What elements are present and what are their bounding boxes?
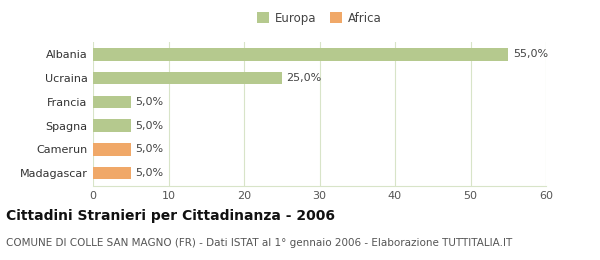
Text: COMUNE DI COLLE SAN MAGNO (FR) - Dati ISTAT al 1° gennaio 2006 - Elaborazione TU: COMUNE DI COLLE SAN MAGNO (FR) - Dati IS… (6, 238, 512, 248)
Text: 25,0%: 25,0% (286, 73, 322, 83)
Bar (93, 143, 131, 155)
Bar (93, 72, 282, 84)
Text: 5,0%: 5,0% (135, 168, 163, 178)
Text: 5,0%: 5,0% (135, 144, 163, 154)
Text: 55,0%: 55,0% (513, 49, 548, 59)
Bar (93, 96, 131, 108)
Text: 5,0%: 5,0% (135, 97, 163, 107)
Legend: Europa, Africa: Europa, Africa (255, 9, 384, 27)
Bar (93, 167, 131, 179)
Bar (93, 48, 508, 61)
Text: 5,0%: 5,0% (135, 121, 163, 131)
Text: Cittadini Stranieri per Cittadinanza - 2006: Cittadini Stranieri per Cittadinanza - 2… (6, 209, 335, 223)
Bar (93, 119, 131, 132)
